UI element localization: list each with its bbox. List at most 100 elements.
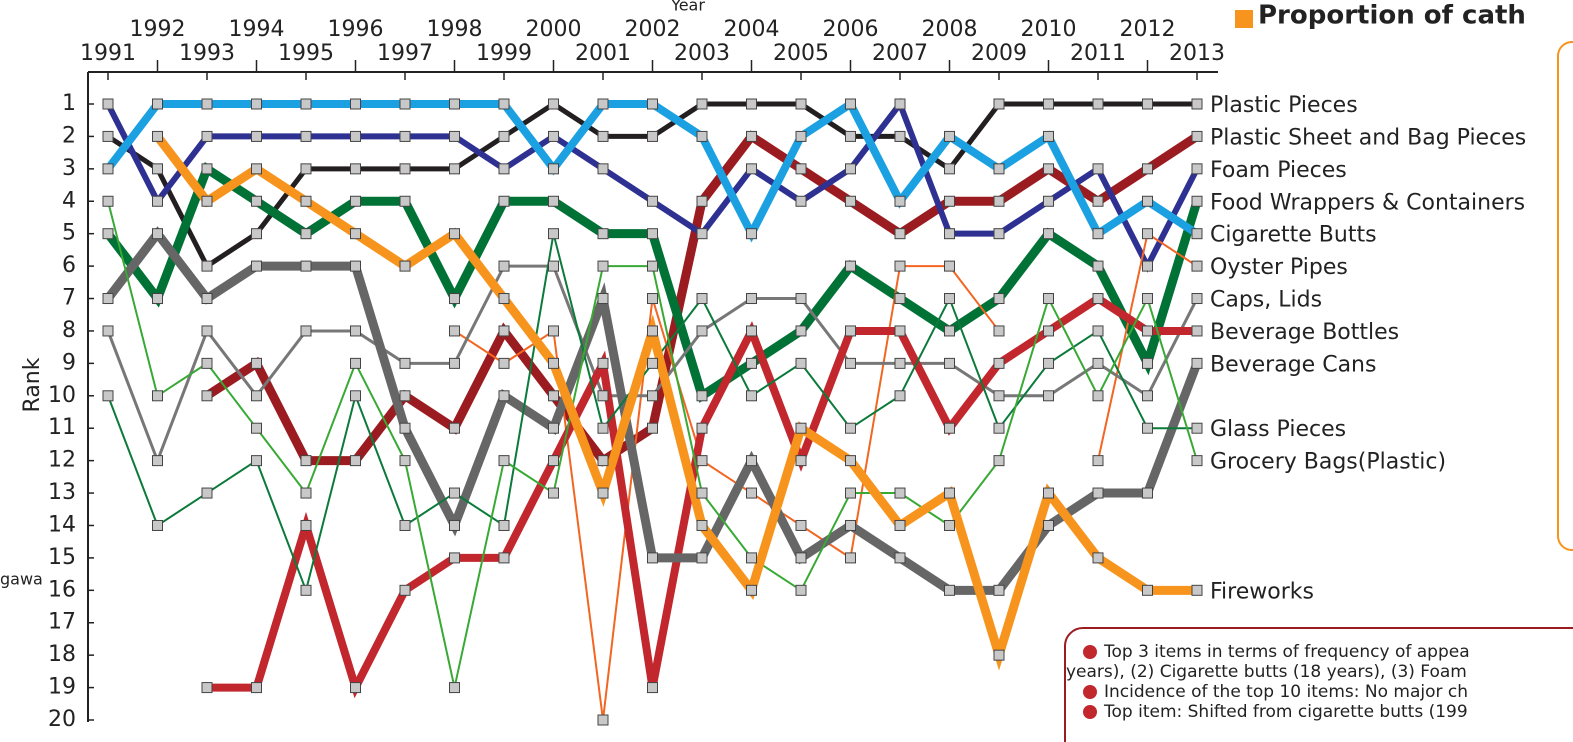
rank-marker: [152, 293, 163, 305]
rank-marker: [1142, 390, 1153, 402]
x-tick-label: 1995: [278, 41, 334, 66]
rank-marker: [350, 325, 361, 337]
rank-marker: [1092, 260, 1104, 272]
rank-marker: [548, 357, 559, 369]
rank-marker: [251, 357, 262, 369]
rank-marker: [597, 228, 609, 240]
series-label: Beverage Bottles: [1210, 320, 1399, 345]
rank-marker: [548, 422, 559, 434]
rank-marker: [894, 519, 906, 531]
rank-marker: [944, 325, 955, 337]
rank-marker: [1092, 163, 1104, 175]
note-bullet: [1083, 645, 1097, 659]
rank-marker: [449, 98, 460, 110]
rank-marker: [498, 519, 510, 531]
rank-marker: [1043, 163, 1054, 175]
rank-marker: [1191, 195, 1203, 207]
rank-marker: [201, 487, 213, 499]
rank-marker: [696, 130, 708, 142]
rank-marker: [944, 422, 955, 434]
rank-marker: [696, 455, 708, 467]
rank-marker: [993, 584, 1005, 596]
rank-marker: [1191, 455, 1203, 467]
series-label: Beverage Cans: [1210, 352, 1376, 377]
x-tick-label: 1994: [229, 17, 285, 42]
rank-marker: [1191, 357, 1203, 369]
y-tick-label: 4: [62, 188, 76, 213]
rank-marker: [201, 325, 213, 337]
y-tick-label: 16: [48, 577, 76, 602]
x-tick-label: 2003: [674, 41, 730, 66]
rank-marker: [647, 390, 658, 402]
rank-marker: [1043, 195, 1054, 207]
rank-marker: [944, 260, 955, 272]
rank-marker: [201, 163, 213, 175]
rank-marker: [894, 130, 906, 142]
rank-marker: [251, 163, 262, 175]
rank-marker: [696, 325, 708, 337]
rank-marker: [399, 98, 411, 110]
rank-marker: [1191, 293, 1203, 305]
rank-marker: [300, 260, 312, 272]
rank-marker: [300, 98, 312, 110]
rank-marker: [548, 390, 559, 402]
x-tick-label: 2009: [971, 41, 1027, 66]
rank-marker: [647, 293, 658, 305]
rank-marker: [795, 293, 807, 305]
rank-marker: [696, 422, 708, 434]
lines: [104, 97, 1202, 721]
note-line: Top 3 items in terms of frequency of app…: [1103, 642, 1470, 662]
x-tick-label: 2004: [724, 17, 780, 42]
x-tick-label: 2005: [773, 41, 829, 66]
rank-marker: [251, 682, 262, 694]
rank-marker: [795, 325, 807, 337]
rank-marker: [944, 228, 955, 240]
y-tick-label: 18: [48, 642, 76, 667]
y-tick-label: 2: [62, 123, 76, 148]
x-tick-label: 2002: [625, 17, 681, 42]
rank-marker: [1191, 325, 1203, 337]
rank-marker: [696, 98, 708, 110]
rank-marker: [548, 195, 559, 207]
rank-marker: [498, 357, 510, 369]
rank-marker: [944, 357, 955, 369]
x-tick-label: 1991: [80, 41, 136, 66]
rank-marker: [498, 260, 510, 272]
rank-marker: [399, 390, 411, 402]
rank-marker: [894, 293, 906, 305]
rank-marker: [993, 195, 1005, 207]
rank-marker: [1191, 163, 1203, 175]
rank-marker: [102, 228, 114, 240]
rank-marker: [251, 422, 262, 434]
rank-marker: [597, 390, 609, 402]
rank-marker: [399, 584, 411, 596]
rank-marker: [300, 228, 312, 240]
rank-marker: [1092, 98, 1104, 110]
rank-marker: [795, 422, 807, 434]
rank-marker: [1191, 98, 1203, 110]
y-tick-label: 17: [48, 610, 76, 635]
rank-marker: [498, 98, 510, 110]
rank-marker: [746, 163, 757, 175]
rank-marker: [300, 130, 312, 142]
series-label: Fireworks: [1210, 579, 1314, 604]
rank-marker: [102, 195, 114, 207]
rank-marker: [449, 357, 460, 369]
rank-marker: [102, 325, 114, 337]
rank-marker: [1092, 390, 1104, 402]
rank-marker: [746, 130, 757, 142]
rank-marker: [696, 519, 708, 531]
legend-swatch: [1235, 10, 1253, 28]
rank-marker: [350, 98, 361, 110]
rank-marker: [795, 195, 807, 207]
rank-marker: [993, 293, 1005, 305]
rank-marker: [548, 98, 559, 110]
rank-marker: [152, 455, 163, 467]
x-axis-title: Year: [670, 0, 705, 15]
rank-marker: [1142, 422, 1153, 434]
rank-marker: [696, 293, 708, 305]
rank-marker: [498, 390, 510, 402]
rank-marker: [350, 390, 361, 402]
rank-marker: [746, 455, 757, 467]
